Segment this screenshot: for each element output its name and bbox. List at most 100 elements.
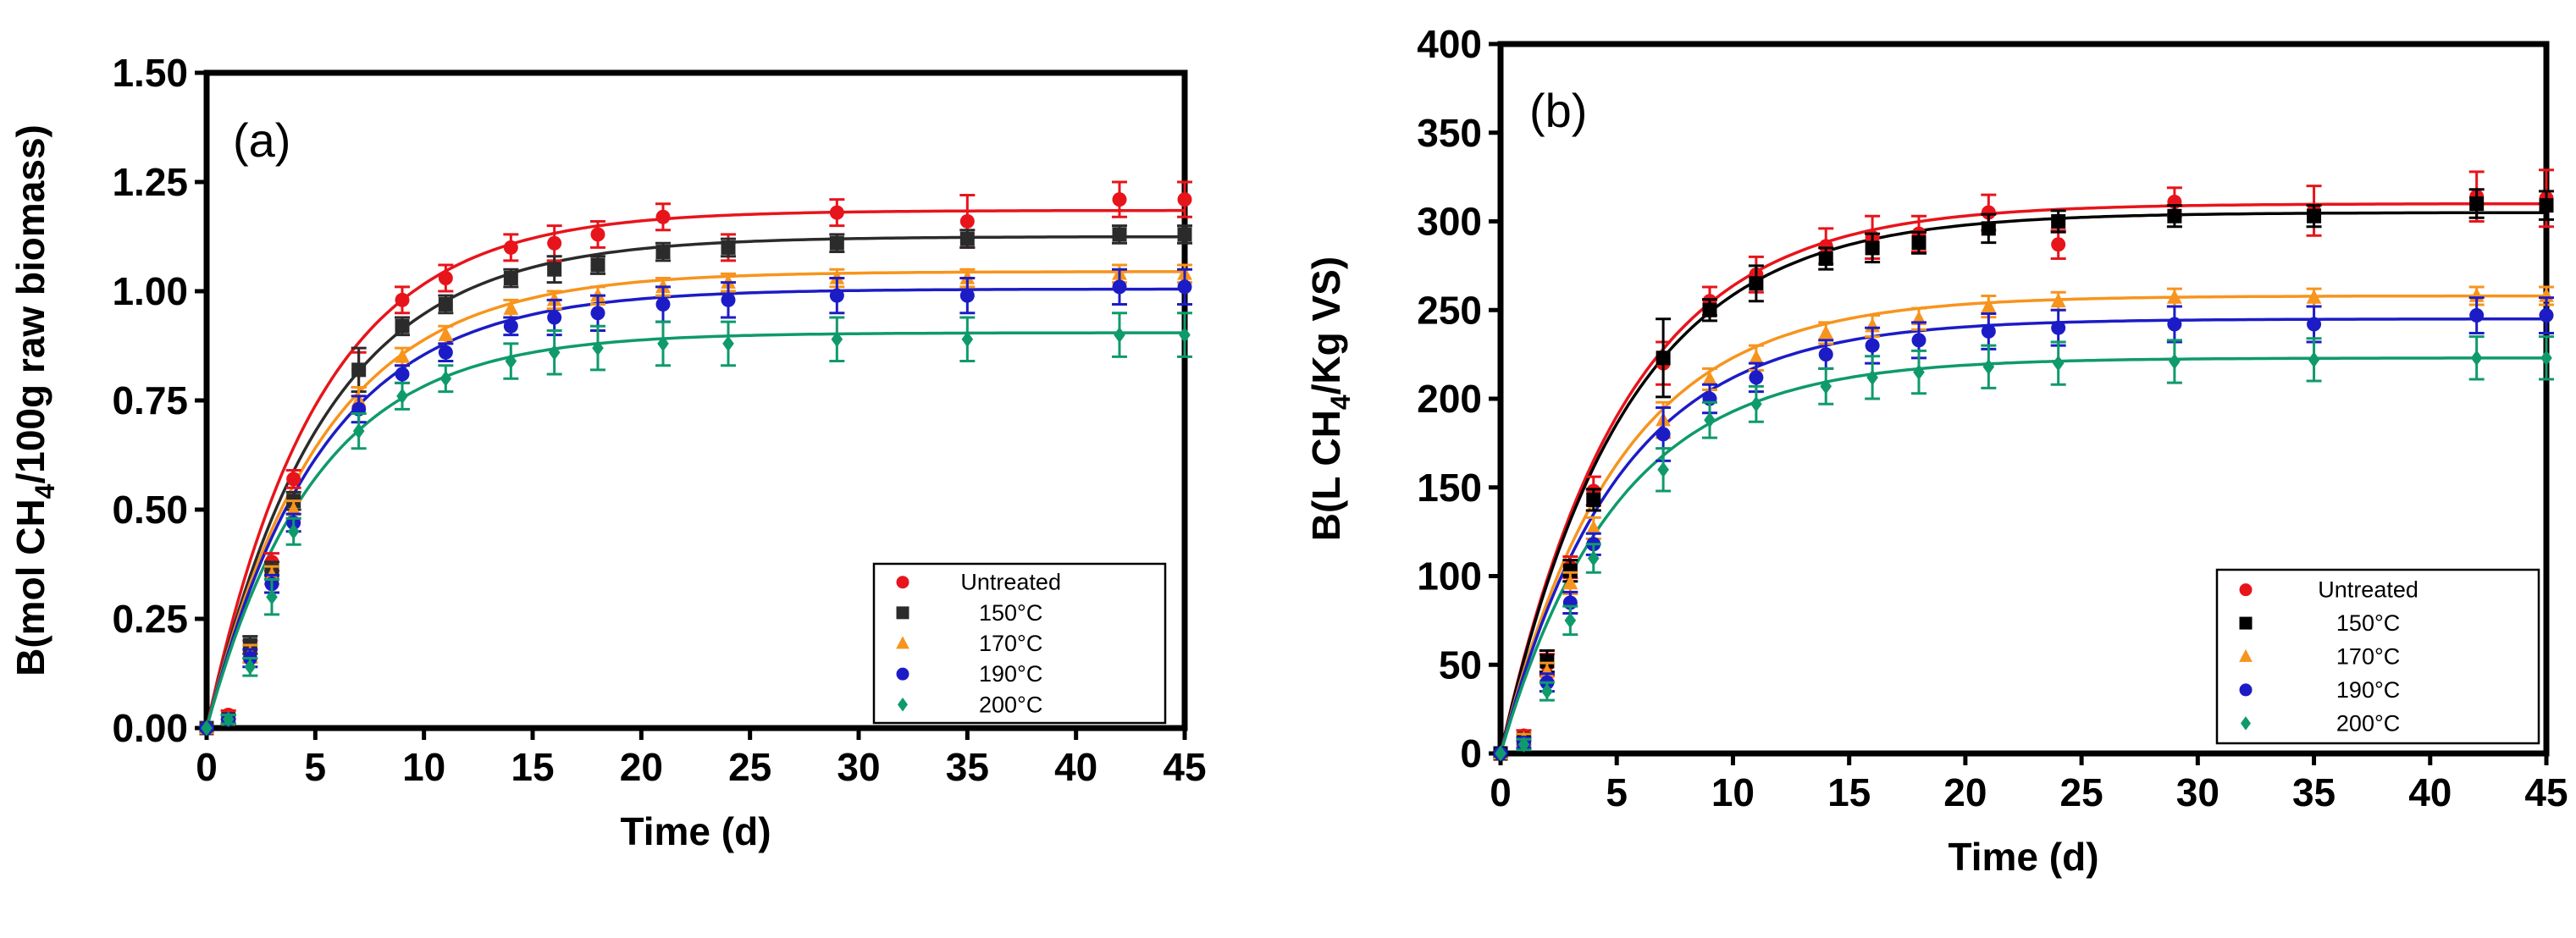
panel-b-data-point <box>2307 317 2322 332</box>
panel-b-legend-label: 170°C <box>2336 644 2400 670</box>
panel-b-data-point <box>2306 289 2322 304</box>
panel-b-data-point <box>1748 350 1764 365</box>
panel-a-data-point <box>829 235 844 251</box>
panel-b-x-tick-label: 5 <box>1606 770 1628 814</box>
panel-a-data-point <box>503 318 518 334</box>
panel-a-data-point <box>1112 227 1127 242</box>
panel-a-data-point <box>959 213 975 229</box>
panel-a-data-point <box>592 339 604 356</box>
panel-b-data-point <box>1981 298 1997 313</box>
panel-b-y-label-subscript: 4 <box>1325 395 1356 410</box>
panel-a-data-point <box>590 306 605 321</box>
panel-a-fit-curve-3 <box>205 287 1185 729</box>
panel-b-data-point <box>1540 654 1555 669</box>
panel-a-data-point <box>655 209 671 224</box>
panel-a-data-point <box>1177 227 1192 242</box>
panel-a-data-point <box>831 331 843 348</box>
panel-b-data-point <box>2050 293 2066 307</box>
panel-a-data-point <box>722 335 734 352</box>
panel-b-data-point <box>1704 411 1716 428</box>
panel-a-data-point <box>547 262 562 277</box>
panel-a-y-tick-label: 1.25 <box>112 160 188 204</box>
panel-b-data-point <box>1866 369 1878 386</box>
panel-b-y-label-part: B(L CH <box>1304 410 1348 541</box>
panel-b-y-tick-label: 300 <box>1417 200 1482 244</box>
panel-a-y-tick-label: 0.50 <box>112 488 188 532</box>
panel-a-data-point <box>352 422 365 439</box>
panel-b-y-tick-label: 50 <box>1439 643 1482 687</box>
panel-b-fit-curve-4 <box>1499 356 2546 754</box>
panel-a-legend-marker <box>896 606 909 620</box>
panel-b-data-point <box>1981 323 1996 339</box>
panel-a-y-tick-label: 0.00 <box>112 706 188 750</box>
panel-b-fit-curve-2 <box>1499 294 2546 754</box>
panel-a-legend-marker <box>896 576 909 589</box>
panel-b-data-point <box>1749 370 1764 385</box>
panel-b-data-point <box>2052 355 2065 372</box>
panel-a-data-point <box>438 271 453 286</box>
panel-b-data-point <box>1865 240 1880 256</box>
panel-b-data-point <box>2051 214 2066 229</box>
panel-b-data-point <box>2169 353 2181 370</box>
panel-b: (b) Time (d) B(L CH4/Kg VS) 0 5 10 15 20 25 30… <box>1304 22 2568 879</box>
panel-b-data-point <box>1818 347 1833 362</box>
panel-b-fit-curve-0 <box>1499 201 2546 754</box>
panel-b-data-point <box>1981 221 1996 236</box>
panel-a-data-point <box>351 362 367 378</box>
panel-a-y-tick-label: 0.75 <box>112 378 188 422</box>
panel-a-legend-label: 150°C <box>979 600 1042 626</box>
panel-b-data-point <box>2540 350 2552 367</box>
panel-b-data-point <box>1913 364 1925 380</box>
panel-a-data-point <box>829 288 844 303</box>
panel-b-y-axis-label: B(L CH4/Kg VS) <box>1304 257 1356 541</box>
panel-a-data-point <box>505 353 517 369</box>
panel-b-legend-label: 200°C <box>2336 710 2400 736</box>
panel-b-data-point <box>1564 612 1577 629</box>
panel-b-data-point <box>1656 350 1671 366</box>
panel-b-data-point <box>1749 276 1764 291</box>
panel-a-x-tick-label: 20 <box>620 745 663 789</box>
panel-b-legend-label: 150°C <box>2336 610 2400 636</box>
panel-b-data-point <box>2167 208 2182 223</box>
panel-b-legend-marker <box>2239 583 2253 597</box>
panel-b-label: (b) <box>1529 84 1587 137</box>
panel-a-data-point <box>721 240 736 255</box>
panel-a-data-point <box>590 257 605 273</box>
panel-a-legend-marker <box>898 698 908 712</box>
panel-a-data-point <box>503 240 518 255</box>
panel-a-data-point <box>547 310 562 325</box>
panel-b-y-tick-label: 350 <box>1417 111 1482 155</box>
panel-a-x-tick-label: 25 <box>728 745 771 789</box>
panel-b-x-tick-label: 10 <box>1711 770 1755 814</box>
panel-a-data-point <box>244 659 257 676</box>
panel-a-x-tick-label: 15 <box>511 745 554 789</box>
panel-b-data-point <box>1541 683 1553 700</box>
panel-b-legend-marker <box>2239 648 2253 662</box>
panel-a-data-point <box>439 370 452 387</box>
panel-b-data-point <box>2051 237 2066 252</box>
panel-a-data-point <box>590 227 605 242</box>
panel-b-x-tick-label: 45 <box>2524 770 2568 814</box>
panel-b-data-point <box>1585 520 1601 535</box>
panel-a-data-point <box>657 335 669 352</box>
panel-b-x-tick-label: 30 <box>2176 770 2219 814</box>
panel-a-legend-label: 190°C <box>979 661 1042 687</box>
panel-b-data-point <box>1982 358 1995 375</box>
panel-b-data-point <box>2166 289 2182 304</box>
panel-b-y-tick-label: 250 <box>1417 288 1482 332</box>
panel-b-y-tick-label: 150 <box>1417 466 1482 510</box>
panel-b-data-point <box>1911 235 1926 251</box>
panel-b-y-tick-label: 100 <box>1417 555 1482 599</box>
panel-a-data-point <box>1112 192 1127 207</box>
panel-a-data-point <box>503 300 519 315</box>
panel-b-y-tick-label: 0 <box>1460 731 1482 775</box>
panel-a-data-point <box>503 271 518 286</box>
panel-a-x-tick-label: 10 <box>402 745 445 789</box>
panel-b-data-point <box>1750 395 1762 412</box>
panel-a-data-point <box>438 326 454 341</box>
panel-a-y-label-part: B(mol CH <box>8 499 53 676</box>
panel-a-x-tick-label: 30 <box>837 745 880 789</box>
panel-a-data-point <box>548 344 561 361</box>
panel-b-y-tick-label: 200 <box>1417 377 1482 421</box>
